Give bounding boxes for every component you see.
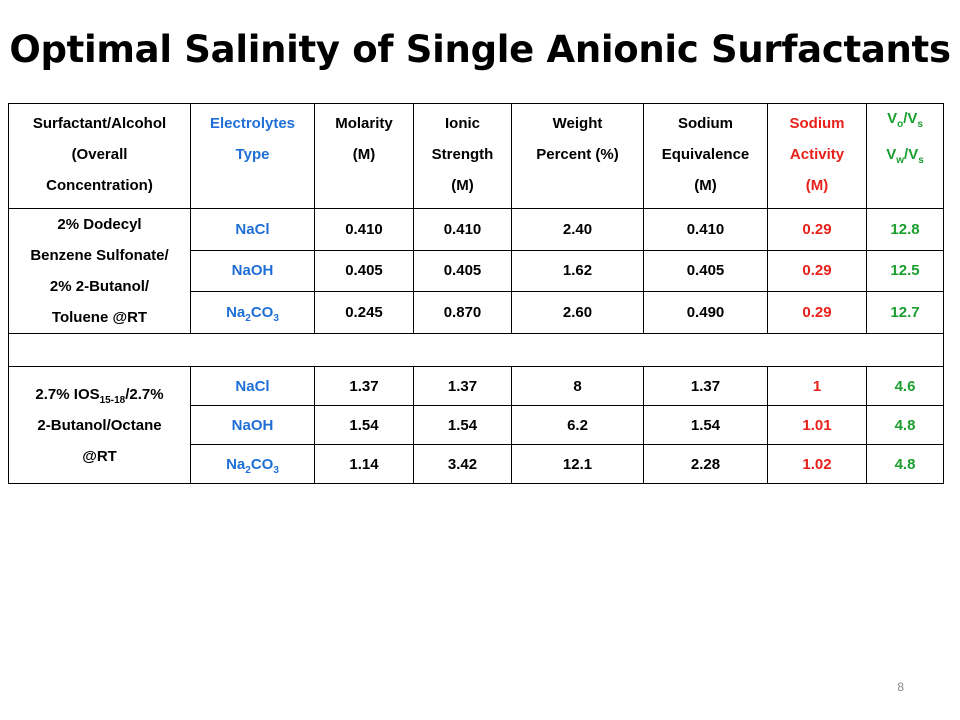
table-row: Na2CO3 0.245 0.870 2.60 0.490 0.29 12.7 (9, 291, 944, 334)
header-molarity: Molarity (M) (314, 103, 414, 209)
sodium-act-cell: 0.29 (767, 249, 867, 293)
molarity-cell: 0.410 (314, 208, 414, 251)
weight-cell: 2.60 (511, 291, 644, 334)
weight-cell: 6.2 (511, 405, 644, 445)
table-row: 2.7% IOS15-18/2.7% 2-Butanol/Octane @RT … (8, 366, 944, 484)
header-surfactant: Surfactant/Alcohol (Overall Concentratio… (8, 103, 191, 209)
header-sodium-activity: Sodium Activity (M) (767, 103, 867, 209)
header-weight-percent: Weight Percent (%) (511, 103, 644, 209)
header-sodium-equivalence: Sodium Equivalence (M) (643, 103, 768, 209)
ratio-cell: 12.7 (866, 291, 944, 334)
ionic-cell: 1.37 (413, 366, 512, 406)
ionic-cell: 0.410 (413, 208, 512, 251)
sodium-eq-cell: 0.490 (643, 291, 768, 334)
weight-cell: 1.62 (511, 249, 644, 293)
slide-title: Optimal Salinity of Single Anionic Surfa… (9, 28, 951, 71)
molarity-cell: 0.245 (314, 291, 414, 334)
sodium-eq-cell: 1.37 (643, 366, 768, 406)
ionic-cell: 0.405 (413, 249, 512, 293)
electrolyte-cell: Na2CO3 (190, 291, 315, 334)
header-electrolytes: Electrolytes Type (190, 103, 315, 209)
table-header-row: Surfactant/Alcohol (Overall Concentratio… (8, 103, 944, 209)
ratio-cell: 4.8 (866, 405, 944, 445)
group-1-label: 2% Dodecyl Benzene Sulfonate/ 2% 2-Butan… (8, 208, 191, 334)
ratio-cell: 12.8 (866, 208, 944, 251)
molarity-cell: 1.54 (314, 405, 414, 445)
ratio-cell: 4.6 (866, 366, 944, 406)
header-vo-vs: Vo/Vs (887, 110, 923, 130)
salinity-table: Surfactant/Alcohol (Overall Concentratio… (8, 103, 944, 484)
electrolyte-cell: NaCl (190, 366, 315, 406)
molarity-cell: 0.405 (314, 249, 414, 293)
sodium-eq-cell: 2.28 (643, 444, 768, 484)
molarity-cell: 1.14 (314, 444, 414, 484)
table-row: NaOH 0.405 0.405 1.62 0.405 0.29 12.5 (9, 249, 944, 293)
header-vw-vs: Vw/Vs (886, 146, 924, 166)
ionic-cell: 0.870 (413, 291, 512, 334)
header-ionic-strength: Ionic Strength (M) (413, 103, 512, 209)
weight-cell: 8 (511, 366, 644, 406)
page-number: 8 (897, 680, 904, 694)
weight-cell: 12.1 (511, 444, 644, 484)
sodium-eq-cell: 1.54 (643, 405, 768, 445)
electrolyte-cell: NaCl (190, 208, 315, 251)
sodium-act-cell: 0.29 (767, 208, 867, 251)
ionic-cell: 3.42 (413, 444, 512, 484)
sodium-act-cell: 1.02 (767, 444, 867, 484)
sodium-act-cell: 1.01 (767, 405, 867, 445)
sodium-eq-cell: 0.410 (643, 208, 768, 251)
table-row: Na2CO3 1.14 3.42 12.1 2.28 1.02 4.8 (9, 444, 944, 484)
weight-cell: 2.40 (511, 208, 644, 251)
ionic-cell: 1.54 (413, 405, 512, 445)
sodium-act-cell: 0.29 (767, 291, 867, 334)
molarity-cell: 1.37 (314, 366, 414, 406)
group-2-label: 2.7% IOS15-18/2.7% 2-Butanol/Octane @RT (8, 366, 191, 484)
electrolyte-cell: NaOH (190, 249, 315, 293)
electrolyte-cell: NaOH (190, 405, 315, 445)
table-row: 2% Dodecyl Benzene Sulfonate/ 2% 2-Butan… (8, 208, 944, 334)
ratio-cell: 4.8 (866, 444, 944, 484)
sodium-eq-cell: 0.405 (643, 249, 768, 293)
sodium-act-cell: 1 (767, 366, 867, 406)
header-volume-ratio: Vo/Vs Vw/Vs (866, 103, 944, 209)
electrolyte-cell: Na2CO3 (190, 444, 315, 484)
table-spacer-row (8, 333, 944, 367)
ratio-cell: 12.5 (866, 249, 944, 293)
